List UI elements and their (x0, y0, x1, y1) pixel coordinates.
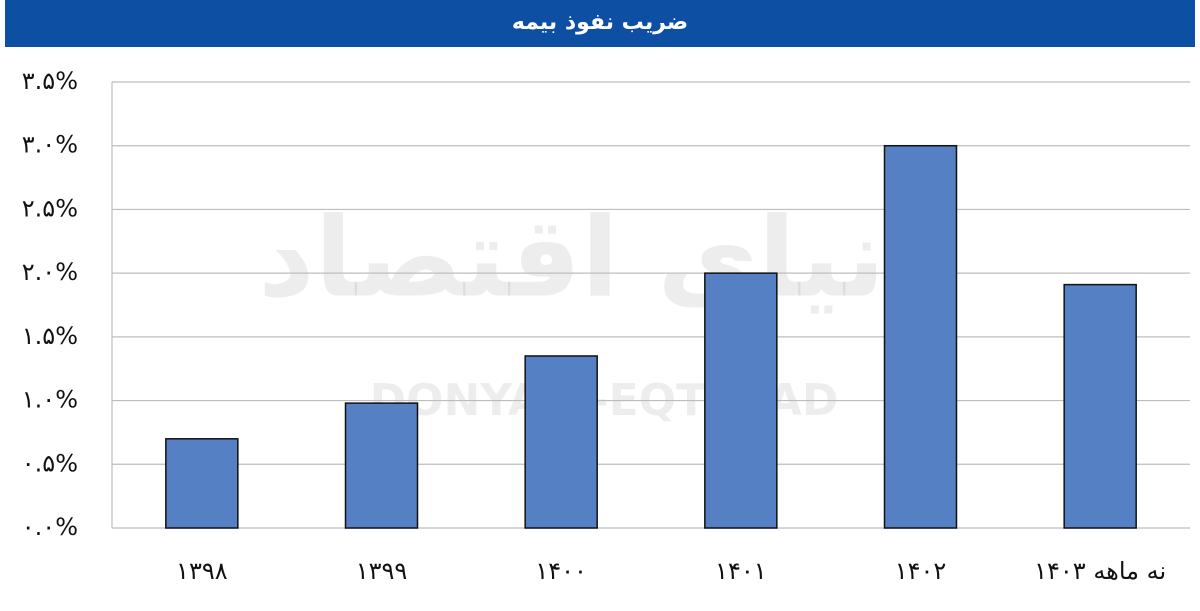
x-tick-label: ۱۴۰۰ (535, 557, 587, 585)
bar (344, 402, 419, 529)
bar (704, 272, 778, 529)
title-bar (5, 0, 1195, 47)
bar (1063, 283, 1137, 529)
bar (165, 438, 239, 529)
y-tick-label: ۳.۵% (22, 67, 78, 95)
y-tick-label: ۰.۵% (22, 449, 78, 477)
y-tick-label: ۱.۰% (22, 386, 78, 414)
y-tick-label: ۰.۰% (22, 513, 78, 541)
y-tick-label: ۲.۰% (22, 258, 78, 286)
bar (524, 355, 598, 529)
x-tick-label: ۱۴۰۲ (895, 557, 947, 585)
x-tick-label: نه ماهه ۱۴۰۳ (1034, 557, 1166, 585)
x-tick-label: ۱۳۹۸ (176, 557, 228, 585)
chart-title: ضریب نفوذ بیمه (512, 10, 688, 35)
watermark: دنیای اقتصاد (258, 193, 942, 321)
y-tick-label: ۳.۰% (22, 131, 78, 159)
bar (883, 144, 958, 529)
y-tick-label: ۲.۵% (22, 194, 78, 222)
x-tick-label: ۱۳۹۹ (356, 557, 408, 585)
y-tick-label: ۱.۵% (22, 322, 78, 350)
x-tick-label: ۱۴۰۱ (715, 557, 767, 585)
